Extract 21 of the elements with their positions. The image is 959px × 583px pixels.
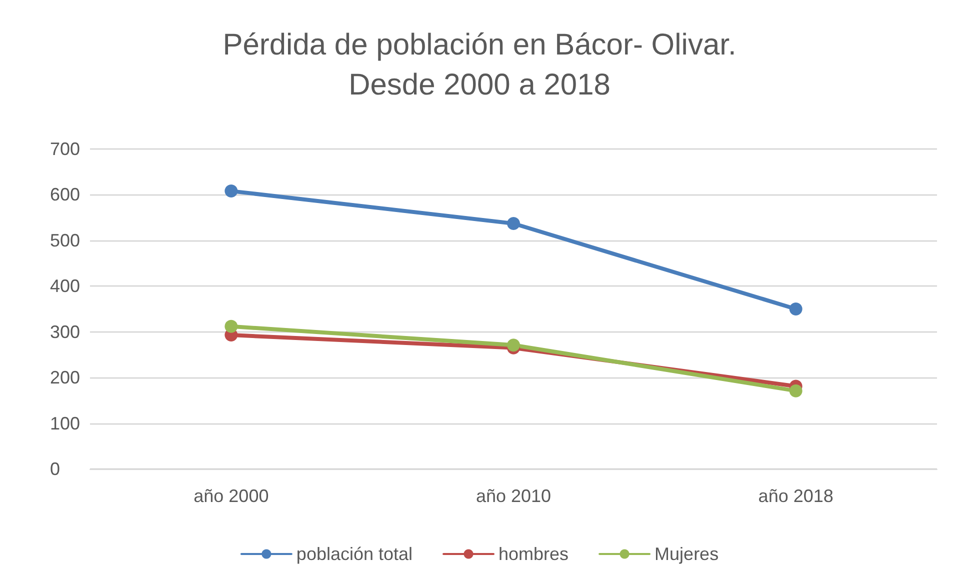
y-tick-label: 200	[50, 368, 80, 388]
point	[789, 384, 802, 398]
point	[507, 217, 520, 230]
y-tick-label: 300	[50, 322, 80, 342]
y-tick-label: 100	[50, 413, 80, 434]
x-tick-label: año 2018	[758, 486, 834, 506]
y-tick-label: 600	[50, 184, 80, 205]
x-tick-label: año 2010	[476, 486, 552, 506]
point	[224, 320, 238, 333]
y-tick-label: 700	[50, 139, 80, 159]
legend-label: Mujeres	[654, 544, 719, 564]
point	[224, 184, 238, 198]
y-tick-label: 500	[50, 230, 80, 250]
x-tick-label: año 2000	[194, 486, 269, 506]
point	[789, 302, 802, 316]
point	[507, 338, 520, 352]
y-tick-label: 0	[50, 459, 60, 479]
legend-label: hombres	[498, 544, 569, 564]
chart-title: Pérdida de población en Bácor- Olivar. Desde 2000 a 2018	[222, 28, 736, 102]
legend-label: población total	[296, 544, 413, 564]
y-tick-label: 400	[50, 276, 80, 296]
